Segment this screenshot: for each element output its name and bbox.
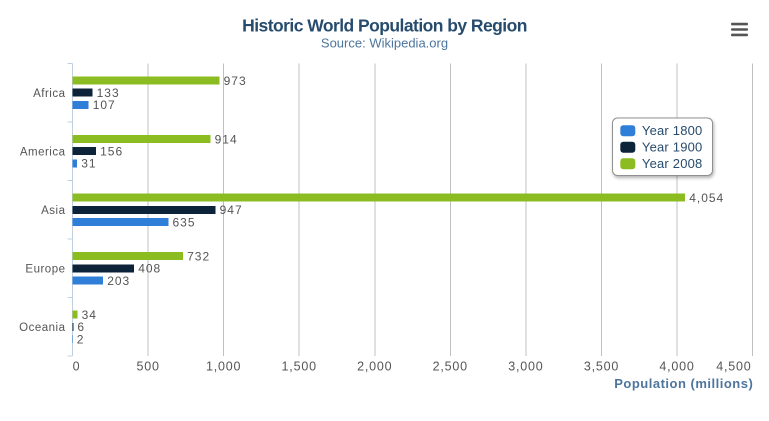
svg-text:635: 635 xyxy=(173,215,196,229)
svg-text:Oceania: Oceania xyxy=(19,322,65,334)
svg-text:3,500: 3,500 xyxy=(584,359,619,373)
svg-text:914: 914 xyxy=(215,132,238,146)
svg-text:2,000: 2,000 xyxy=(357,359,392,373)
svg-text:156: 156 xyxy=(100,145,123,159)
svg-text:0: 0 xyxy=(73,359,81,373)
svg-text:Year 1800: Year 1800 xyxy=(642,123,703,138)
svg-text:947: 947 xyxy=(220,203,243,217)
svg-text:Historic World Population by R: Historic World Population by Region xyxy=(242,15,527,35)
svg-text:3,000: 3,000 xyxy=(508,359,543,373)
svg-text:4,000: 4,000 xyxy=(659,359,694,373)
svg-text:Source: Wikipedia.org: Source: Wikipedia.org xyxy=(321,35,448,50)
svg-text:1,000: 1,000 xyxy=(206,359,241,373)
svg-text:973: 973 xyxy=(224,74,247,88)
svg-text:107: 107 xyxy=(93,98,116,112)
svg-text:Africa: Africa xyxy=(33,88,66,100)
svg-text:Year 1900: Year 1900 xyxy=(642,140,703,155)
svg-text:203: 203 xyxy=(107,274,130,288)
svg-text:31: 31 xyxy=(81,157,96,171)
svg-text:4,054: 4,054 xyxy=(689,191,724,205)
svg-text:500: 500 xyxy=(136,359,159,373)
svg-text:Population (millions): Population (millions) xyxy=(614,376,753,391)
svg-text:732: 732 xyxy=(187,250,210,264)
svg-text:Year 2008: Year 2008 xyxy=(642,156,703,171)
svg-text:1,500: 1,500 xyxy=(282,359,317,373)
svg-text:America: America xyxy=(20,146,66,158)
svg-text:Europe: Europe xyxy=(25,264,65,276)
svg-text:Asia: Asia xyxy=(41,205,65,217)
svg-text:2,500: 2,500 xyxy=(433,359,468,373)
svg-text:4,500: 4,500 xyxy=(716,359,751,373)
svg-text:408: 408 xyxy=(138,262,161,276)
svg-text:2: 2 xyxy=(77,332,85,346)
